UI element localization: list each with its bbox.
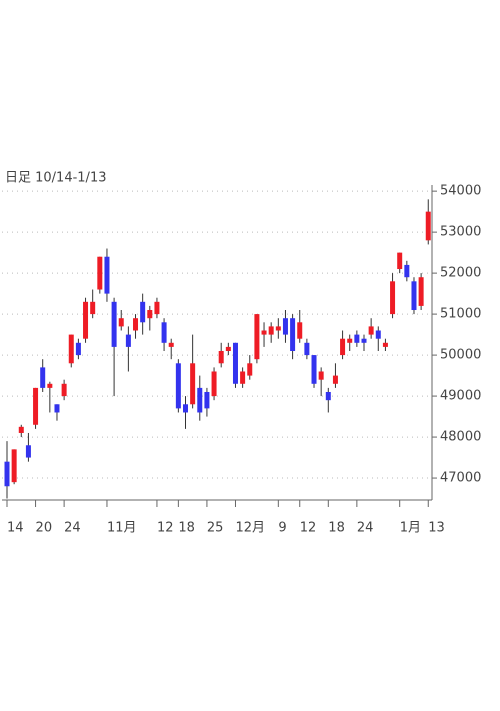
y-tick-label: 53000 <box>440 225 481 240</box>
candle-body <box>325 391 331 401</box>
candle-body <box>118 318 124 327</box>
candle-body <box>347 338 353 343</box>
candle-body <box>161 322 167 343</box>
y-tick-label: 50000 <box>440 348 481 363</box>
x-tick-label: 18 <box>328 521 345 536</box>
x-tick-label: 25 <box>207 521 224 536</box>
candle-body <box>68 334 74 364</box>
candle-body <box>297 322 303 339</box>
x-tick-label: 11月 <box>107 521 137 536</box>
candle-body <box>190 363 196 405</box>
y-tick-label: 49000 <box>440 389 481 404</box>
candle-body <box>240 371 246 384</box>
candle-body <box>247 363 253 376</box>
candle-body <box>375 330 381 339</box>
y-tick-label: 51000 <box>440 307 481 322</box>
candle-body <box>4 461 10 487</box>
candle-body <box>404 264 410 278</box>
candle-body <box>218 350 224 364</box>
candle-body <box>290 318 296 351</box>
x-tick-label: 14 <box>7 521 24 536</box>
candle-body <box>147 310 153 319</box>
candle-body <box>397 252 403 270</box>
candle-body <box>25 445 31 458</box>
candle-body <box>111 301 117 347</box>
candle-body <box>232 342 238 384</box>
candle-body <box>318 371 324 380</box>
x-tick-label: 24 <box>64 521 81 536</box>
candle-body <box>204 391 210 409</box>
x-tick-label: 24 <box>357 521 374 536</box>
candle-body <box>183 404 188 413</box>
candle-body <box>211 371 217 397</box>
candle-body <box>97 256 103 290</box>
candle-body <box>133 318 139 331</box>
candle-body <box>268 326 274 335</box>
candle-body <box>197 387 203 413</box>
candle-body <box>254 314 260 360</box>
candle-body <box>61 383 67 397</box>
candle-body <box>354 334 360 343</box>
x-tick-label: 1月 <box>400 521 421 536</box>
chart-title: 日足 10/14-1/13 <box>5 171 106 186</box>
candle-body <box>275 326 281 331</box>
candle-body <box>225 346 231 351</box>
candle-body <box>332 375 338 384</box>
x-tick-label: 12月 <box>235 521 265 536</box>
candle-body <box>382 342 388 347</box>
candle-body <box>18 426 24 433</box>
x-tick-label: 12 <box>300 521 317 536</box>
candle-body <box>168 342 174 347</box>
y-tick-label: 52000 <box>440 266 481 281</box>
candle-body <box>90 301 96 315</box>
x-tick-label: 20 <box>36 521 53 536</box>
y-tick-label: 54000 <box>440 184 481 199</box>
y-tick-label: 48000 <box>440 430 481 445</box>
candle-body <box>261 330 267 335</box>
candle-body <box>390 281 396 315</box>
candle-body <box>125 334 131 347</box>
candle-body <box>368 326 374 335</box>
x-tick-label: 13 <box>428 521 445 536</box>
candle-body <box>40 367 46 388</box>
candle-body <box>361 338 367 343</box>
candle-body <box>83 301 89 339</box>
x-tick-label: 9 <box>278 521 286 536</box>
candle-body <box>282 318 288 335</box>
x-tick-label: 12 <box>157 521 174 536</box>
candle-body <box>11 449 17 483</box>
candle-body <box>425 211 431 241</box>
candle-body <box>140 301 146 323</box>
x-tick-label: 18 <box>178 521 195 536</box>
candle-body <box>340 338 346 356</box>
candle-body <box>33 387 39 425</box>
candle-body <box>54 404 60 413</box>
candle-body <box>304 342 310 356</box>
candle-body <box>104 256 110 294</box>
candle-body <box>418 277 424 306</box>
candle-body <box>75 342 81 356</box>
candle-body <box>154 301 160 315</box>
candle-body <box>175 363 181 409</box>
candle-body <box>47 383 53 388</box>
candle-body <box>411 281 417 311</box>
candle-body <box>311 355 317 384</box>
y-tick-label: 47000 <box>440 471 481 486</box>
